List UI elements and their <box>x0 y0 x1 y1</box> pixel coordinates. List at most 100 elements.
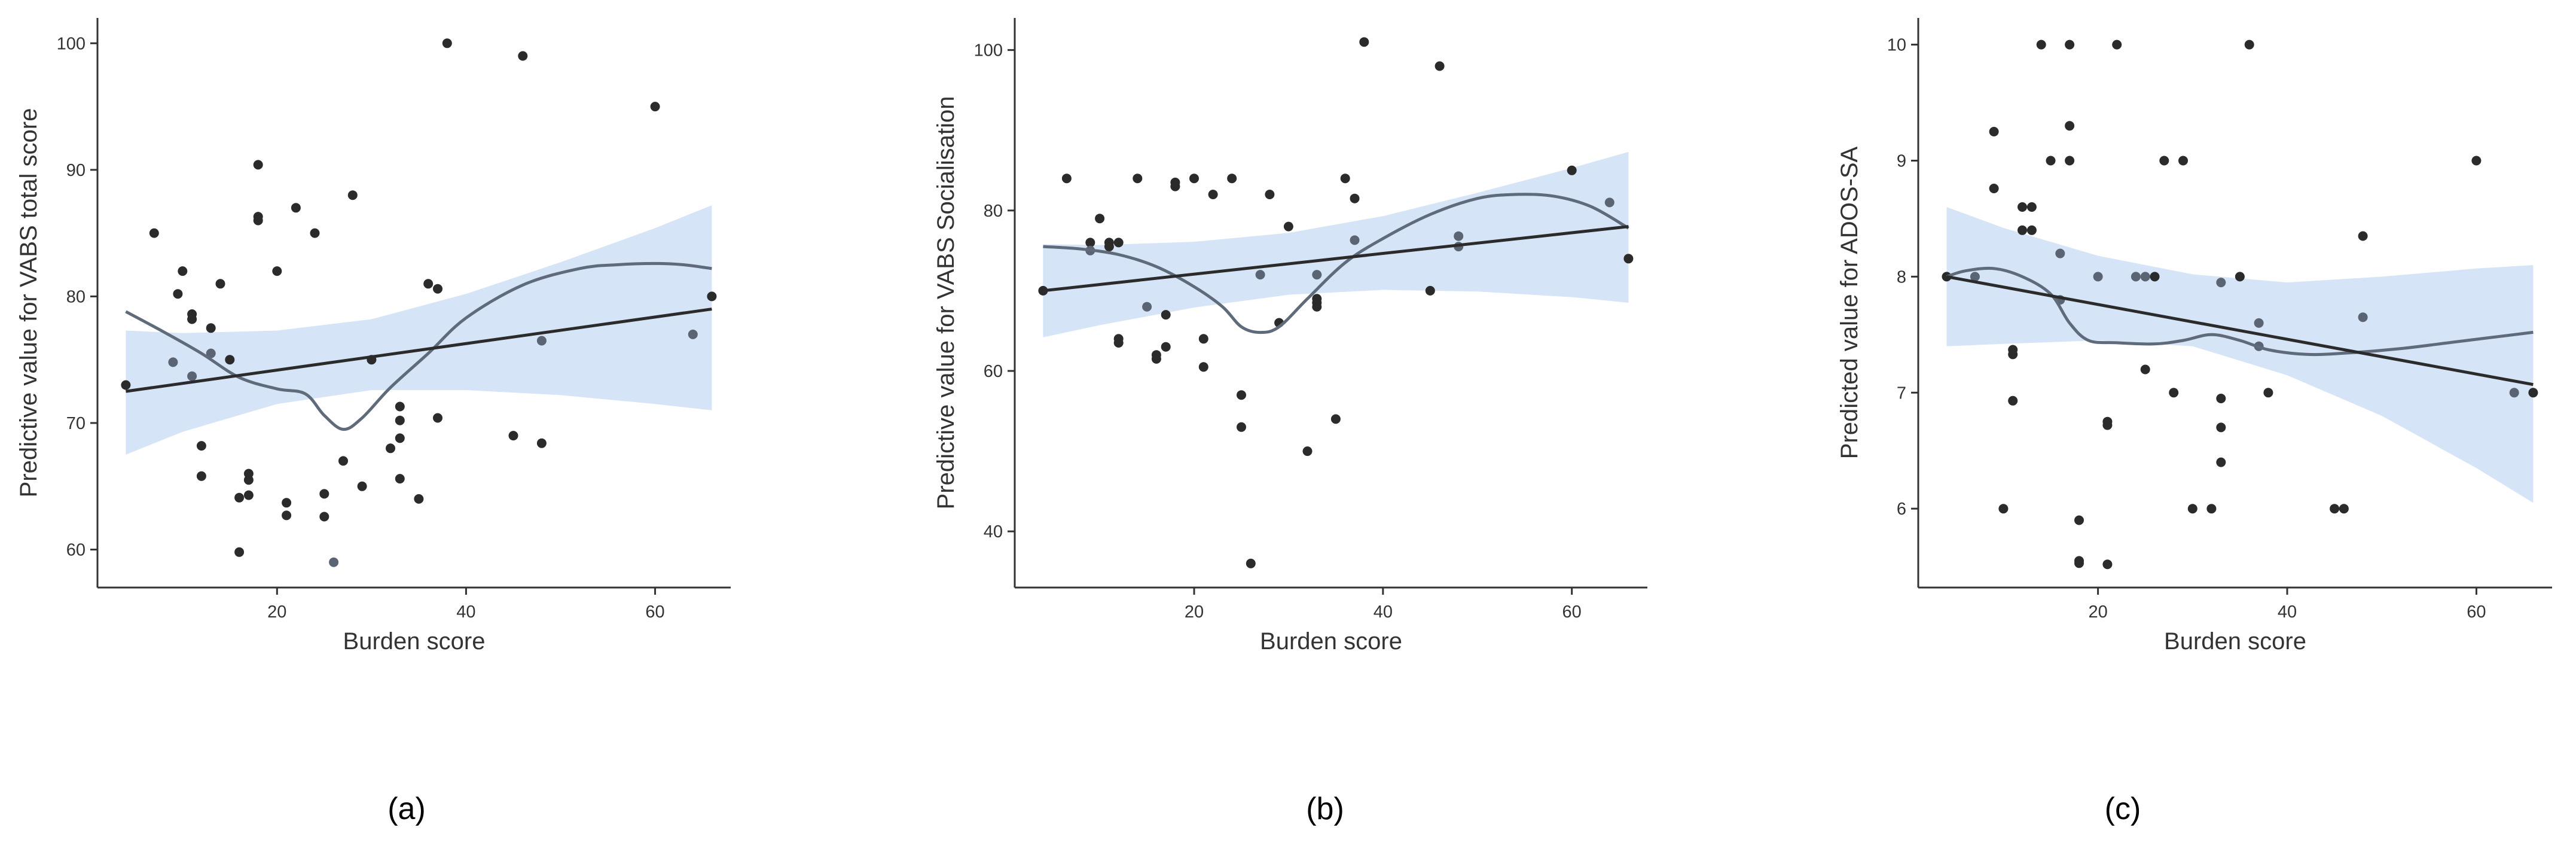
data-point <box>243 468 254 479</box>
data-point <box>1198 334 1208 344</box>
y-tick-label: 6 <box>1897 500 1906 519</box>
data-point <box>338 456 348 466</box>
data-point <box>518 51 528 61</box>
data-point <box>1104 242 1114 252</box>
data-point <box>121 380 131 390</box>
data-point <box>2471 156 2482 166</box>
data-point <box>225 355 235 365</box>
data-point <box>149 228 159 238</box>
data-point <box>2018 225 2027 235</box>
data-point <box>2509 388 2519 398</box>
data-point <box>2206 504 2217 514</box>
data-point <box>196 441 206 451</box>
data-point <box>2036 39 2046 50</box>
data-point <box>2018 202 2027 212</box>
data-point <box>282 510 292 521</box>
data-point <box>1454 231 1464 241</box>
data-point <box>178 266 188 276</box>
x-tick-label: 40 <box>2278 602 2297 622</box>
x-tick-label: 60 <box>1562 602 1582 622</box>
data-point <box>1142 302 1152 312</box>
data-point <box>1227 174 1237 184</box>
data-point <box>319 512 329 522</box>
data-point <box>1170 177 1180 187</box>
data-point <box>1350 193 1360 203</box>
x-tick-label: 60 <box>2467 602 2486 622</box>
data-point <box>291 203 301 213</box>
x-axis-title: Burden score <box>2164 628 2306 655</box>
data-point <box>536 438 547 448</box>
data-point <box>1604 197 1614 208</box>
data-point <box>168 357 178 367</box>
data-point <box>1061 174 1072 184</box>
data-point <box>2150 272 2160 282</box>
data-point <box>2244 39 2254 50</box>
y-tick-label: 9 <box>1897 151 1906 171</box>
data-point <box>1330 414 1341 424</box>
data-point <box>650 102 660 112</box>
confidence-band <box>126 205 712 455</box>
data-point <box>234 547 245 557</box>
data-point <box>234 492 245 503</box>
y-axis-title: Predictive value for VABS total score <box>16 108 42 498</box>
data-point <box>2216 457 2226 467</box>
confidence-band <box>1946 207 2534 503</box>
data-point <box>1208 190 1218 199</box>
data-point <box>2065 39 2075 50</box>
y-tick-label: 8 <box>1897 267 1906 287</box>
data-point <box>1237 390 1246 400</box>
data-point <box>187 371 197 381</box>
data-point <box>1189 174 1199 184</box>
data-point <box>1989 184 1999 193</box>
data-point <box>2074 558 2084 568</box>
data-point <box>2187 504 2197 514</box>
data-point <box>395 474 405 484</box>
y-tick-label: 40 <box>984 522 1003 541</box>
x-tick-label: 40 <box>456 602 475 622</box>
data-point <box>2026 225 2037 235</box>
y-tick-label: 80 <box>984 202 1003 221</box>
x-tick-label: 60 <box>645 602 664 622</box>
data-point <box>2339 504 2349 514</box>
data-point <box>508 431 518 441</box>
data-point <box>2216 422 2226 433</box>
linear-fit-line <box>1946 275 2534 387</box>
linear-fit-line <box>1043 225 1629 293</box>
data-point <box>2102 559 2113 570</box>
data-point <box>1198 362 1208 372</box>
data-point <box>1113 238 1124 248</box>
data-point <box>1340 174 1350 184</box>
data-point <box>1246 558 1256 568</box>
data-point <box>423 279 434 289</box>
x-tick-label: 40 <box>1374 602 1393 622</box>
data-point <box>2235 272 2245 282</box>
data-point <box>1113 338 1124 348</box>
data-point <box>1265 190 1275 199</box>
data-point <box>2330 504 2340 514</box>
data-point <box>1998 504 2009 514</box>
data-point <box>2216 394 2226 403</box>
y-tick-label: 70 <box>66 414 86 433</box>
data-point <box>1302 446 1313 457</box>
y-axis-title: Predictive value for VABS Socialisation <box>933 96 959 510</box>
data-point <box>215 279 225 289</box>
data-point <box>395 433 405 443</box>
smooth-curve <box>1043 193 1629 334</box>
data-point <box>2140 364 2150 375</box>
data-point <box>433 413 442 423</box>
y-tick-label: 100 <box>974 41 1003 60</box>
x-tick-label: 20 <box>1185 602 1204 622</box>
data-point <box>1989 127 1999 136</box>
data-point <box>688 329 698 339</box>
data-point <box>253 215 263 226</box>
data-point <box>1151 354 1161 364</box>
data-point <box>1161 342 1171 352</box>
data-point <box>2178 156 2188 166</box>
x-axis-title: Burden score <box>1260 628 1402 655</box>
data-point <box>196 471 206 481</box>
y-tick-label: 10 <box>1887 36 1906 55</box>
data-point <box>2216 278 2226 288</box>
data-point <box>253 160 263 170</box>
